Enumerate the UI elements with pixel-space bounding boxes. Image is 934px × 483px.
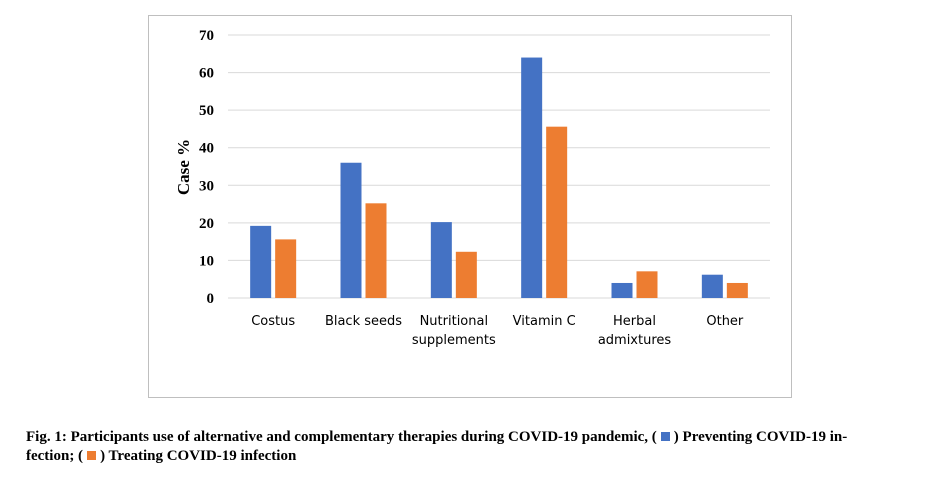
bar-preventing bbox=[340, 162, 362, 298]
x-category-label: admixtures bbox=[598, 333, 672, 348]
bar-treating bbox=[455, 251, 477, 298]
y-tick-label: 10 bbox=[199, 253, 214, 269]
caption-text-2: ) Preventing COVID-19 in- bbox=[673, 429, 848, 445]
y-axis-label: Case % bbox=[174, 139, 193, 195]
bar-chart: 0 10 20 30 40 50 60 70 Case % Costus Black seeds… bbox=[174, 28, 770, 348]
bar-preventing bbox=[430, 222, 452, 298]
x-category-label: Vitamin C bbox=[513, 314, 576, 329]
bar-treating bbox=[726, 282, 748, 298]
caption-text-4: ) Treating COVID-19 infection bbox=[100, 448, 297, 464]
gridlines bbox=[228, 34, 770, 299]
x-category-label: Costus bbox=[251, 314, 295, 329]
x-category-label: Black seeds bbox=[325, 314, 402, 329]
bar-preventing bbox=[521, 57, 543, 298]
y-tick-label: 60 bbox=[199, 66, 214, 82]
y-tick-label: 40 bbox=[199, 141, 214, 157]
bar-preventing bbox=[701, 274, 723, 298]
caption-text-3: fection; ( bbox=[26, 448, 84, 464]
y-tick-label: 50 bbox=[199, 103, 214, 119]
caption-text-1: Fig. 1: Participants use of alternative … bbox=[26, 429, 657, 445]
bar-treating bbox=[636, 271, 658, 298]
y-axis-ticks: 0 10 20 30 40 50 60 70 bbox=[199, 28, 214, 307]
x-category-label: supplements bbox=[412, 333, 496, 348]
bar-treating bbox=[365, 203, 387, 298]
y-tick-label: 70 bbox=[199, 28, 214, 44]
x-axis-categories: Costus Black seeds Nutritional supplements V… bbox=[251, 314, 744, 348]
bar-treating bbox=[546, 126, 568, 298]
y-tick-label: 0 bbox=[207, 291, 215, 307]
legend-swatch-treating bbox=[87, 451, 97, 460]
bars bbox=[250, 57, 748, 298]
chart-frame bbox=[148, 15, 792, 398]
x-category-label: Herbal bbox=[613, 314, 656, 329]
x-category-label: Nutritional bbox=[420, 314, 489, 329]
figure-caption: Fig. 1: Participants use of alternative … bbox=[26, 428, 916, 466]
bar-treating bbox=[275, 239, 297, 298]
y-tick-label: 20 bbox=[199, 216, 214, 232]
bar-preventing bbox=[611, 282, 633, 298]
legend-swatch-preventing bbox=[660, 432, 670, 441]
y-tick-label: 30 bbox=[199, 178, 214, 194]
x-category-label: Other bbox=[706, 314, 744, 329]
bar-preventing bbox=[250, 225, 272, 298]
